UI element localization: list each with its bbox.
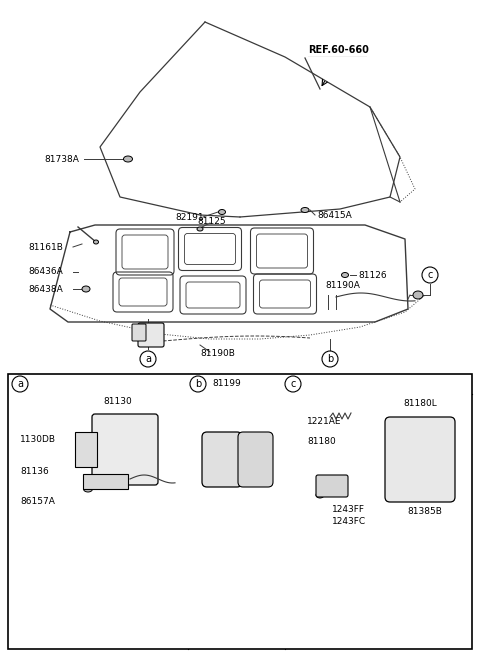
Bar <box>75 432 97 467</box>
Text: 86438A: 86438A <box>28 284 63 294</box>
Text: 81190B: 81190B <box>200 350 235 359</box>
Ellipse shape <box>301 208 309 212</box>
FancyBboxPatch shape <box>138 323 164 347</box>
Text: 81161B: 81161B <box>28 242 63 252</box>
FancyBboxPatch shape <box>385 417 455 502</box>
Ellipse shape <box>316 492 324 498</box>
Text: 1221AE: 1221AE <box>307 417 341 426</box>
FancyBboxPatch shape <box>316 475 348 497</box>
FancyBboxPatch shape <box>92 414 158 485</box>
Text: 81136: 81136 <box>20 468 49 476</box>
Text: a: a <box>145 354 151 364</box>
Text: a: a <box>17 379 23 389</box>
Text: c: c <box>427 270 432 280</box>
Text: 86415A: 86415A <box>317 210 352 219</box>
Text: 82191: 82191 <box>175 212 204 221</box>
FancyBboxPatch shape <box>202 432 242 487</box>
Text: 81180: 81180 <box>307 438 336 447</box>
Text: 81385B: 81385B <box>408 507 443 516</box>
Ellipse shape <box>82 286 90 292</box>
Text: 81738A: 81738A <box>44 154 79 164</box>
Bar <box>83 474 128 489</box>
Text: 81130: 81130 <box>104 397 132 407</box>
Ellipse shape <box>123 156 132 162</box>
Circle shape <box>190 376 206 392</box>
Circle shape <box>140 351 156 367</box>
Ellipse shape <box>413 291 423 299</box>
Bar <box>8 374 472 649</box>
Ellipse shape <box>341 273 348 277</box>
Text: 1130DB: 1130DB <box>20 434 56 443</box>
Ellipse shape <box>94 240 98 244</box>
Text: 81180L: 81180L <box>403 399 437 407</box>
Text: 81199: 81199 <box>212 380 241 388</box>
Circle shape <box>422 267 438 283</box>
Text: 86157A: 86157A <box>20 497 55 507</box>
Text: 81190A: 81190A <box>325 281 360 290</box>
Text: b: b <box>327 354 333 364</box>
Text: 86436A: 86436A <box>28 267 63 277</box>
Circle shape <box>285 376 301 392</box>
Ellipse shape <box>414 493 426 501</box>
FancyBboxPatch shape <box>238 432 273 487</box>
Text: 1243FF: 1243FF <box>332 505 365 514</box>
Ellipse shape <box>197 227 203 231</box>
Text: 81126: 81126 <box>358 271 386 279</box>
Text: 81125: 81125 <box>197 217 226 227</box>
Circle shape <box>12 376 28 392</box>
Circle shape <box>322 351 338 367</box>
Ellipse shape <box>84 486 93 492</box>
Ellipse shape <box>218 210 226 214</box>
Text: c: c <box>290 379 296 389</box>
FancyBboxPatch shape <box>132 324 146 341</box>
Text: b: b <box>195 379 201 389</box>
Text: 1243FC: 1243FC <box>332 516 366 526</box>
Text: REF.60-660: REF.60-660 <box>308 45 369 55</box>
